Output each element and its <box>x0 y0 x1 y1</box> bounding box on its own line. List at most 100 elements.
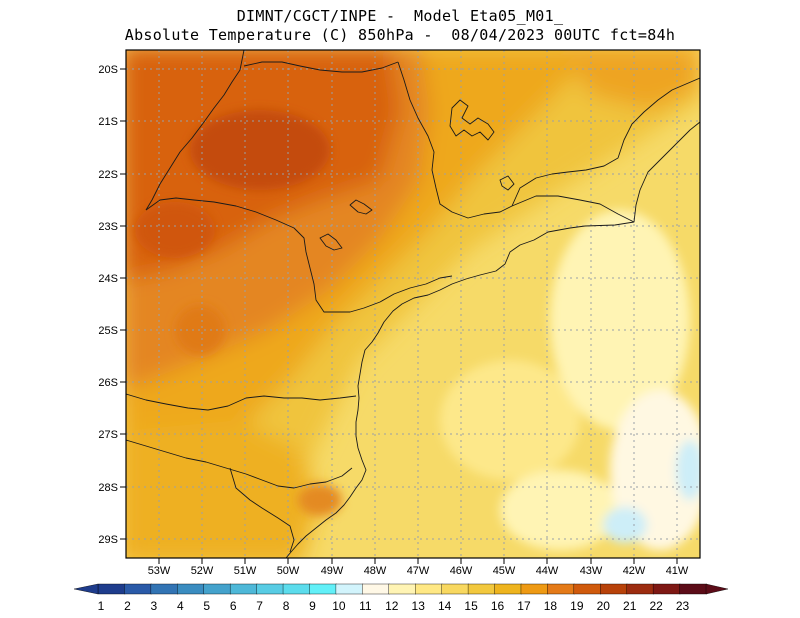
boundary-sp-north <box>243 61 399 73</box>
colorbar-swatch <box>282 583 311 595</box>
field-warm-core-2 <box>135 202 215 258</box>
lat-axis: 20S 21S 22S 23S 24S 25S 26S 27S 28S 29S <box>98 64 126 546</box>
lake-se <box>499 175 515 191</box>
lon-tick-label: 46W <box>450 565 473 577</box>
lat-tick-label: 24S <box>98 273 118 285</box>
colorbar-label: 18 <box>544 599 558 613</box>
colorbar-label: 4 <box>177 599 184 613</box>
lat-tick-label: 29S <box>98 534 118 546</box>
field-pale-spot-2 <box>550 210 690 430</box>
colorbar-label: 5 <box>203 599 210 613</box>
field-cool-spot-2 <box>676 440 700 500</box>
colorbar-swatch <box>547 583 575 595</box>
colorbar-label: 21 <box>623 599 637 613</box>
lat-tick-label: 27S <box>98 429 118 441</box>
lat-tick-label: 25S <box>98 325 118 337</box>
colorbar-label: 14 <box>438 599 452 613</box>
lon-tick-label: 43W <box>580 565 603 577</box>
colorbar-label: 6 <box>230 599 237 613</box>
colorbar-label: 20 <box>597 599 611 613</box>
boundary-pr-sp <box>145 197 453 313</box>
colorbar-swatch <box>229 583 258 595</box>
colorbar-swatch <box>388 583 417 595</box>
field-warm-spot-sc <box>298 484 342 516</box>
lat-tick-label: 22S <box>98 169 118 181</box>
colorbar-swatch <box>203 583 231 595</box>
lon-axis: 53W 52W 51W 50W 49W 48W 47W 46W 45W 44W … <box>148 558 689 577</box>
colorbar-swatch <box>494 583 522 595</box>
lon-tick-label: 42W <box>623 565 646 577</box>
lon-tick-label: 45W <box>493 565 516 577</box>
colorbar-swatch <box>309 583 337 595</box>
map-frame <box>125 49 701 559</box>
colorbar-label: 15 <box>464 599 478 613</box>
colorbar-swatch <box>256 583 284 595</box>
gridlines <box>126 50 700 558</box>
colorbar-label: 13 <box>412 599 426 613</box>
reservoir-2 <box>319 233 343 251</box>
boundary-sp-mg <box>397 61 513 219</box>
lon-tick-label: 47W <box>407 565 430 577</box>
lon-tick-label: 44W <box>536 565 559 577</box>
reservoir-1 <box>349 199 373 215</box>
field-band-16-south <box>130 420 320 558</box>
colorbar-swatch <box>679 583 707 595</box>
colorbar-swatch <box>626 583 654 595</box>
colorbar-swatch <box>362 583 390 595</box>
colorbar-label: 19 <box>570 599 584 613</box>
boundary-rj <box>511 195 635 223</box>
colorbar-swatch <box>177 583 205 595</box>
colorbar-swatch <box>124 583 152 595</box>
boundary-rs-west <box>229 467 295 553</box>
colorbar-swatch <box>97 583 126 595</box>
colorbar-label: 12 <box>385 599 399 613</box>
colorbar-min-arrow <box>73 583 99 595</box>
lon-tick-label: 41W <box>666 565 689 577</box>
lat-tick-label: 28S <box>98 482 118 494</box>
lon-tick-label: 51W <box>234 565 257 577</box>
colorbar-label: 16 <box>491 599 505 613</box>
colorbar-label: 22 <box>649 599 663 613</box>
lon-tick-label: 53W <box>148 565 171 577</box>
lon-tick-label: 52W <box>191 565 214 577</box>
colorbar-swatch <box>573 583 602 595</box>
colorbar-max-arrow <box>705 583 729 595</box>
colorbar-swatch <box>467 583 496 595</box>
colorbar-label: 3 <box>151 599 158 613</box>
boundary-ms-sp <box>145 50 245 211</box>
lat-tick-label: 23S <box>98 221 118 233</box>
chart-title-line1: DIMNT/CGCT/INPE - Model Eta05_M01_ <box>236 7 564 25</box>
lat-tick-label: 26S <box>98 377 118 389</box>
lon-tick-label: 48W <box>364 565 387 577</box>
colorbar-label: 9 <box>309 599 316 613</box>
colorbar-swatch <box>415 583 443 595</box>
colorbar-label: 7 <box>256 599 263 613</box>
colorbar-label: 8 <box>283 599 290 613</box>
colorbar-label: 17 <box>517 599 531 613</box>
colorbar: 1 2 3 4 5 6 7 8 9 10 11 12 13 14 15 16 17 18 19 20 21 22 23 <box>73 583 729 613</box>
lat-tick-label: 21S <box>98 116 118 128</box>
colorbar-swatch <box>441 583 469 595</box>
temperature-field <box>126 50 700 558</box>
boundary-mg-es <box>511 77 700 207</box>
lon-tick-label: 49W <box>321 565 344 577</box>
boundary-pr-sc <box>126 393 357 411</box>
colorbar-label: 11 <box>359 599 372 613</box>
lat-tick-label: 20S <box>98 64 118 76</box>
chart-title-line2: Absolute Temperature (C) 850hPa - 08/04/… <box>124 26 676 44</box>
colorbar-label: 23 <box>676 599 690 613</box>
lon-tick-label: 50W <box>277 565 300 577</box>
colorbar-swatch <box>652 583 681 595</box>
coastline <box>285 121 700 558</box>
lake-ne <box>449 99 495 141</box>
boundaries <box>126 50 700 558</box>
colorbar-label: 10 <box>332 599 346 613</box>
field-warm-core-1 <box>190 110 330 190</box>
colorbar-label: 2 <box>124 599 131 613</box>
colorbar-swatch <box>600 583 628 595</box>
colorbar-label: 1 <box>98 599 105 613</box>
colorbar-swatch <box>335 583 364 595</box>
colorbar-swatch <box>150 583 179 595</box>
colorbar-swatch <box>520 583 549 595</box>
